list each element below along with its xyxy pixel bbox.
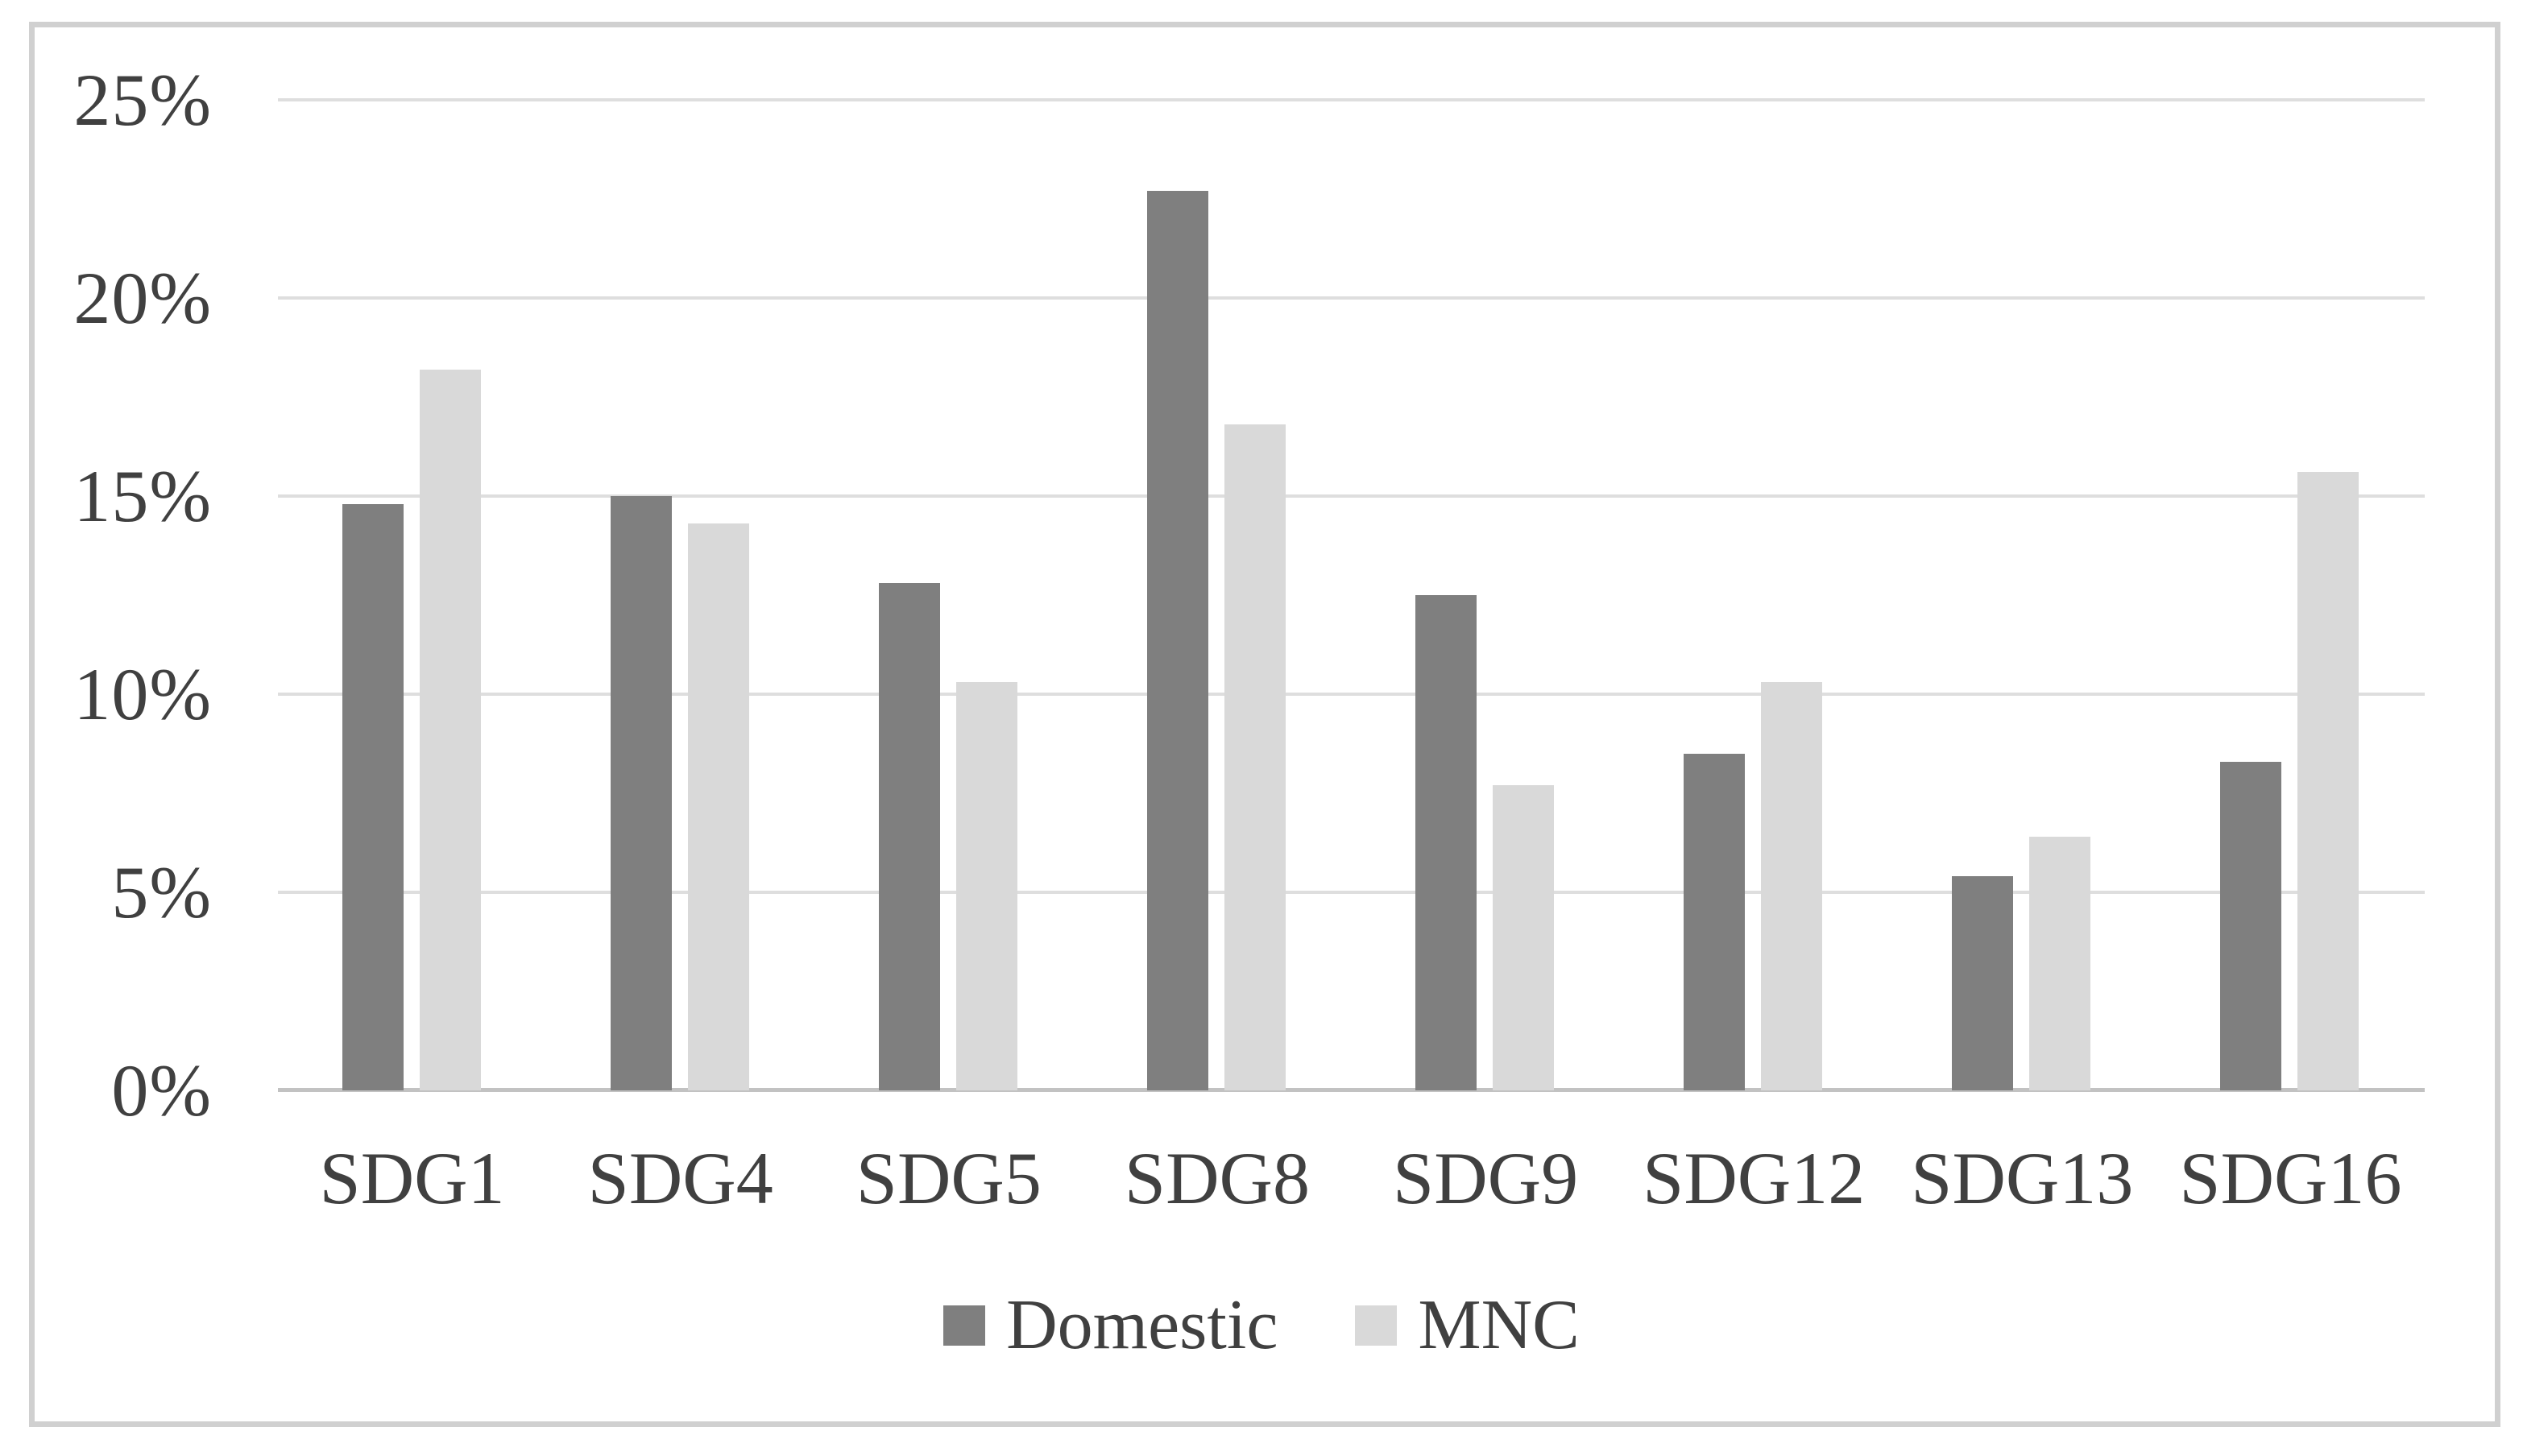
- bar-mnc-SDG12: [1761, 682, 1823, 1090]
- y-axis-tick-label: 15%: [73, 455, 212, 537]
- y-axis: 0% 5% 10% 15% 20% 25%: [0, 59, 212, 1131]
- gridline-20%: [278, 296, 2425, 300]
- bar-domestic-SDG1: [342, 503, 404, 1090]
- x-axis-tick-label-SDG4: SDG4: [587, 1137, 773, 1219]
- bar-mnc-SDG13: [2029, 837, 2091, 1090]
- bar-group-SDG8: [1083, 100, 1351, 1090]
- bar-group-SDG13: [1888, 100, 2156, 1090]
- y-axis-tick-label: 10%: [73, 653, 212, 735]
- bar-mnc-SDG1: [419, 369, 481, 1090]
- y-axis-tick-label: 20%: [73, 257, 212, 339]
- legend-label-mnc: MNC: [1418, 1286, 1580, 1364]
- bar-mnc-SDG8: [1224, 424, 1286, 1090]
- bar-domestic-SDG9: [1415, 595, 1477, 1090]
- bar-group-SDG1: [278, 100, 546, 1090]
- gridline-5%: [278, 891, 2425, 894]
- gridline-15%: [278, 494, 2425, 498]
- bar-mnc-SDG4: [687, 523, 749, 1090]
- y-axis-tick-label: 5%: [111, 851, 212, 933]
- bar-domestic-SDG12: [1684, 753, 1746, 1090]
- legend-item-mnc: MNC: [1355, 1277, 1580, 1374]
- gridline-25%: [278, 98, 2425, 101]
- legend-label-domestic: Domestic: [1006, 1286, 1278, 1364]
- bar-group-SDG12: [1620, 100, 1888, 1090]
- x-axis-tick-label-SDG1: SDG1: [319, 1137, 505, 1219]
- legend-swatch-domestic: [943, 1305, 986, 1346]
- bar-group-SDG9: [1352, 100, 1620, 1090]
- bar-domestic-SDG16: [2220, 761, 2282, 1090]
- plot-area: [278, 98, 2425, 1092]
- gridline-10%: [278, 693, 2425, 696]
- bar-domestic-SDG13: [1952, 876, 2014, 1090]
- y-axis-tick-label: 25%: [73, 59, 212, 141]
- bar-mnc-SDG9: [1493, 785, 1555, 1090]
- x-axis-tick-label-SDG5: SDG5: [856, 1137, 1042, 1219]
- x-axis-tick-label-SDG8: SDG8: [1124, 1137, 1310, 1219]
- x-axis-tick-label-SDG12: SDG12: [1643, 1137, 1866, 1219]
- legend-swatch-mnc: [1355, 1305, 1398, 1346]
- legend: Domestic MNC: [0, 1277, 2523, 1374]
- bar-domestic-SDG5: [878, 583, 940, 1090]
- x-axis-line: [278, 1088, 2425, 1092]
- x-axis: SDG1 SDG4 SDG5 SDG8 SDG9 SDG12 SDG13 SDG16: [278, 1126, 2425, 1231]
- bar-group-SDG16: [2156, 100, 2425, 1090]
- legend-item-domestic: Domestic: [943, 1277, 1278, 1374]
- bar-mnc-SDG16: [2297, 472, 2359, 1090]
- bar-domestic-SDG4: [610, 496, 672, 1090]
- x-axis-tick-label-SDG13: SDG13: [1911, 1137, 2134, 1219]
- y-axis-tick-label: 0%: [111, 1049, 212, 1131]
- bar-domestic-SDG8: [1146, 191, 1208, 1090]
- bar-mnc-SDG5: [955, 682, 1017, 1090]
- bar-group-SDG5: [814, 100, 1083, 1090]
- x-axis-tick-label-SDG9: SDG9: [1393, 1137, 1579, 1219]
- bar-group-SDG4: [546, 100, 814, 1090]
- x-axis-tick-label-SDG16: SDG16: [2179, 1137, 2402, 1219]
